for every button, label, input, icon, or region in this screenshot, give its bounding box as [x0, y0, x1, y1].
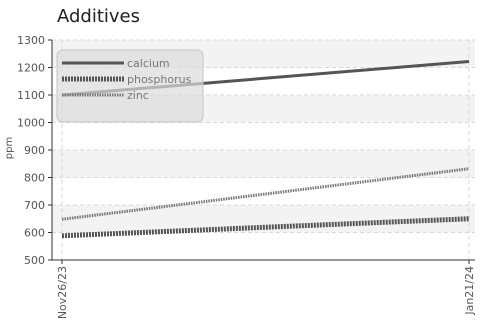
legend-label-zinc: zinc [127, 89, 149, 102]
grid-band [52, 122, 475, 150]
legend-box [56, 49, 204, 123]
y-tick-label: 800 [24, 172, 45, 185]
axes [48, 39, 475, 264]
y-tick-label: 1000 [17, 117, 45, 130]
legend-label-calcium: calcium [127, 57, 170, 70]
x-tick-label: Nov26/23 [56, 266, 69, 319]
legend-label-phosphorus: phosphorus [127, 73, 192, 86]
grid-band [52, 150, 475, 178]
y-axis-label: ppm [4, 137, 15, 159]
y-tick-label: 700 [24, 199, 45, 212]
legend: calcium phosphorus zinc [56, 49, 204, 123]
y-tick-label: 1100 [17, 89, 45, 102]
x-tick-labels: Nov26/23 Jan21/24 [56, 266, 476, 319]
y-tick-label: 500 [24, 254, 45, 267]
grid-band [52, 177, 475, 205]
y-tick-label: 900 [24, 144, 45, 157]
y-tick-label: 600 [24, 227, 45, 240]
series-line-zinc [61, 167, 470, 221]
y-tick-labels: 500 600 700 800 900 1000 1100 1200 1300 [17, 34, 45, 267]
x-tick-label: Jan21/24 [463, 266, 476, 316]
chart-title: Additives [57, 6, 141, 27]
grid-band [52, 232, 475, 260]
series-line-phosphorus [61, 216, 470, 239]
y-tick-label: 1300 [17, 34, 45, 47]
y-tick-label: 1200 [17, 62, 45, 75]
